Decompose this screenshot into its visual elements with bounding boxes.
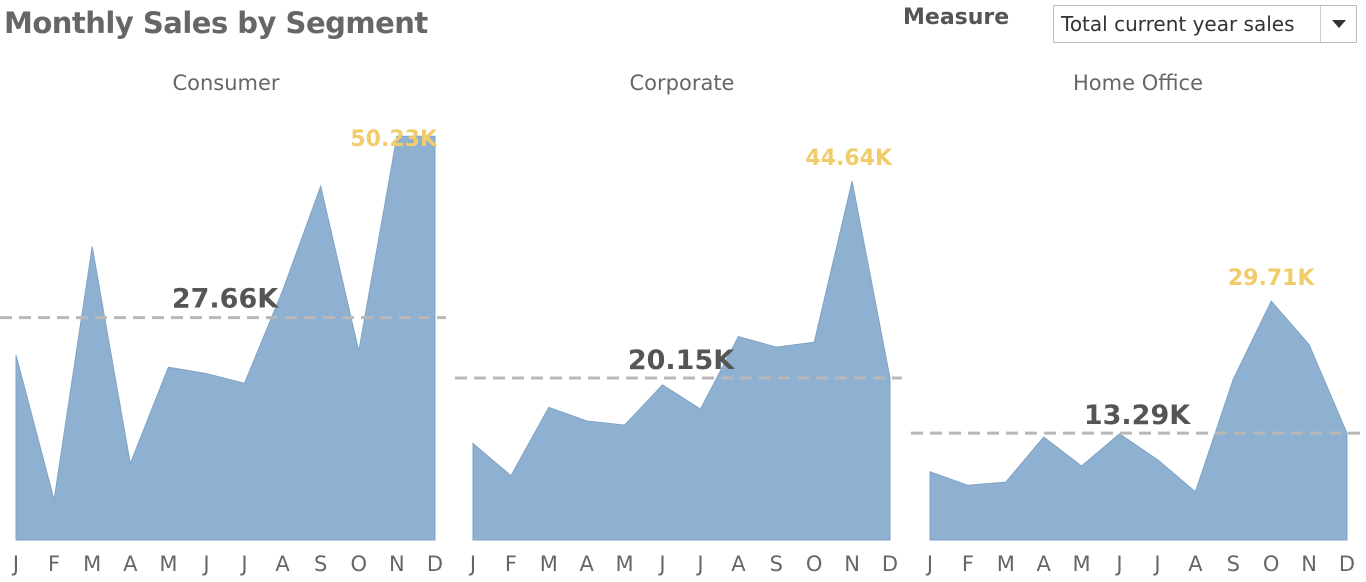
x-tick-label: S [314, 552, 327, 576]
x-tick-label: M [159, 552, 177, 576]
x-tick-label: J [1152, 552, 1160, 576]
x-tick-label: D [882, 552, 898, 576]
average-label-home-office: 13.29K [1084, 400, 1191, 431]
x-tick-label: A [275, 552, 290, 576]
x-tick-label: J [925, 552, 933, 576]
x-tick-label: F [505, 552, 517, 576]
x-tick-label: M [540, 552, 558, 576]
measure-selected-value: Total current year sales [1061, 12, 1295, 36]
max-label-corporate: 44.64K [805, 146, 893, 171]
x-tick-label: O [351, 552, 368, 576]
average-label-consumer: 27.66K [172, 284, 279, 315]
x-tick-label: O [1263, 552, 1280, 576]
x-tick-label: M [83, 552, 101, 576]
segment-title-corporate: Corporate [630, 71, 735, 95]
x-tick-label: O [806, 552, 823, 576]
x-tick-label: D [427, 552, 443, 576]
x-tick-label: S [770, 552, 783, 576]
area-series-consumer [15, 135, 436, 541]
x-tick-label: F [48, 552, 60, 576]
x-tick-label: A [731, 552, 746, 576]
x-tick-label: J [695, 552, 703, 576]
x-tick-label: D [1339, 552, 1355, 576]
x-tick-label: M [997, 552, 1015, 576]
x-tick-label: M [616, 552, 634, 576]
max-label-consumer: 50.23K [350, 127, 438, 152]
x-tick-label: A [580, 552, 595, 576]
x-tick-label: F [962, 552, 974, 576]
x-tick-label: J [239, 552, 247, 576]
x-tick-label: J [1114, 552, 1122, 576]
x-tick-label: J [201, 552, 209, 576]
x-tick-label: A [1188, 552, 1203, 576]
x-tick-label: N [389, 552, 405, 576]
x-tick-label: J [468, 552, 476, 576]
x-tick-label: S [1227, 552, 1240, 576]
x-tick-label: J [657, 552, 665, 576]
page-title: Monthly Sales by Segment [4, 6, 428, 40]
average-label-corporate: 20.15K [628, 345, 735, 376]
x-tick-label: A [123, 552, 138, 576]
segment-title-consumer: Consumer [172, 71, 279, 95]
chevron-down-icon[interactable] [1320, 6, 1356, 42]
measure-dropdown[interactable]: Total current year sales [1053, 5, 1357, 43]
x-tick-label: M [1073, 552, 1091, 576]
segment-title-home-office: Home Office [1073, 71, 1203, 95]
x-tick-label: N [844, 552, 860, 576]
max-label-home-office: 29.71K [1228, 266, 1316, 291]
x-tick-label: A [1037, 552, 1052, 576]
x-tick-label: N [1301, 552, 1317, 576]
x-tick-label: J [11, 552, 19, 576]
measure-label: Measure [903, 5, 1010, 30]
